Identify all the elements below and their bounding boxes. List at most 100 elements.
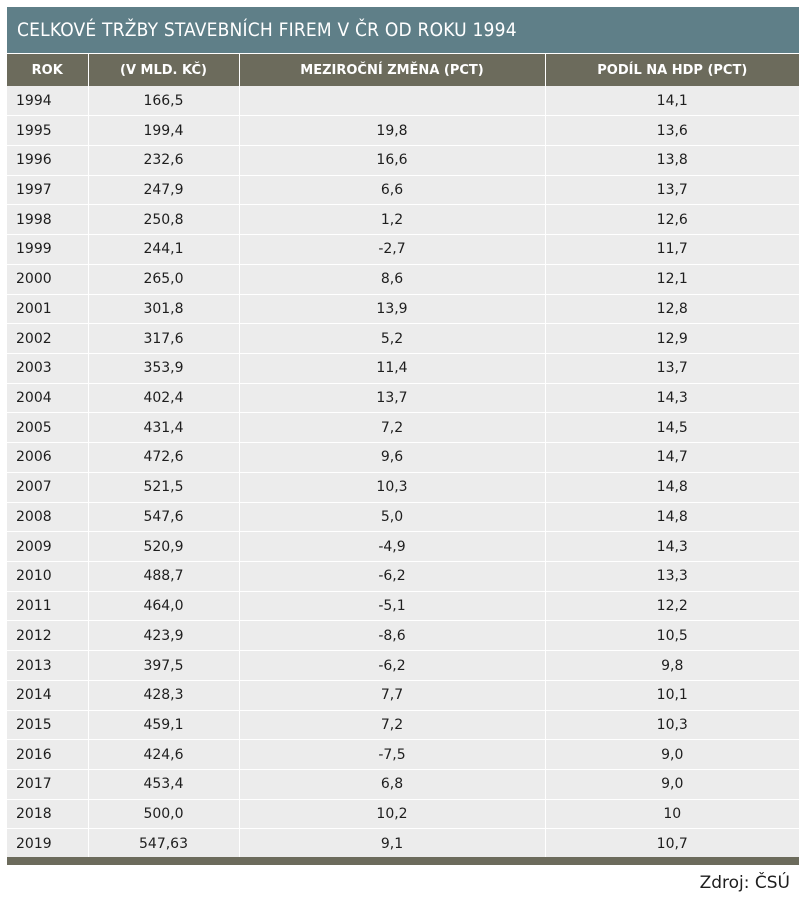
cell-sales: 397,5 (88, 650, 240, 681)
table-row: 1999 244,1 -2,7 11,7 (7, 234, 799, 265)
cell-sales: 232,6 (88, 145, 240, 176)
cell-gdp-share: 9,0 (545, 739, 799, 771)
cell-yoy-change: 19,8 (239, 115, 546, 146)
cell-year: 2018 (7, 799, 89, 830)
cell-sales: 402,4 (88, 383, 240, 414)
table-row: 2011 464,0 -5,1 12,2 (7, 591, 799, 622)
cell-year: 2015 (7, 710, 89, 741)
cell-sales: 500,0 (88, 799, 240, 830)
cell-gdp-share: 12,2 (545, 591, 799, 622)
cell-gdp-share: 10,3 (545, 710, 799, 741)
cell-sales: 521,5 (88, 472, 240, 503)
cell-gdp-share: 14,3 (545, 383, 799, 414)
cell-gdp-share: 9,8 (545, 650, 799, 681)
cell-sales: 464,0 (88, 591, 240, 622)
cell-gdp-share: 14,3 (545, 531, 799, 562)
cell-year: 1999 (7, 234, 89, 265)
table-row: 2013 397,5 -6,2 9,8 (7, 650, 799, 681)
cell-year: 1996 (7, 145, 89, 176)
sales-table: ROK (V MLD. KČ) MEZIROČNÍ ZMĚNA (PCT) PO… (7, 54, 799, 860)
cell-gdp-share: 14,1 (545, 86, 799, 117)
cell-sales: 547,63 (88, 828, 240, 860)
cell-gdp-share: 12,1 (545, 264, 799, 295)
table-row: 2018 500,0 10,2 10 (7, 799, 799, 830)
table-row: 2009 520,9 -4,9 14,3 (7, 531, 799, 562)
cell-sales: 353,9 (88, 353, 240, 384)
cell-gdp-share: 10,5 (545, 620, 799, 652)
cell-yoy-change: 13,9 (239, 294, 546, 325)
cell-year: 2014 (7, 680, 89, 711)
table-row: 2007 521,5 10,3 14,8 (7, 472, 799, 503)
cell-sales: 247,9 (88, 175, 240, 206)
table-row: 1998 250,8 1,2 12,6 (7, 204, 799, 236)
table-row: 2005 431,4 7,2 14,5 (7, 412, 799, 444)
cell-year: 1995 (7, 115, 89, 146)
cell-sales: 520,9 (88, 531, 240, 562)
table-row: 2014 428,3 7,7 10,1 (7, 680, 799, 711)
cell-yoy-change: 5,2 (239, 323, 546, 354)
cell-gdp-share: 13,6 (545, 115, 799, 146)
cell-year: 2004 (7, 383, 89, 414)
cell-year: 2007 (7, 472, 89, 503)
cell-gdp-share: 9,0 (545, 769, 799, 800)
cell-gdp-share: 13,8 (545, 145, 799, 176)
cell-yoy-change: 8,6 (239, 264, 546, 295)
cell-yoy-change: 9,1 (239, 828, 546, 860)
cell-gdp-share: 13,3 (545, 561, 799, 592)
cell-yoy-change (239, 86, 546, 117)
cell-yoy-change: 9,6 (239, 442, 546, 473)
cell-yoy-change: 6,8 (239, 769, 546, 800)
cell-gdp-share: 12,9 (545, 323, 799, 354)
cell-year: 2008 (7, 502, 89, 533)
cell-year: 2000 (7, 264, 89, 295)
cell-yoy-change: -2,7 (239, 234, 546, 265)
cell-yoy-change: -6,2 (239, 650, 546, 681)
cell-sales: 424,6 (88, 739, 240, 771)
cell-gdp-share: 14,5 (545, 412, 799, 444)
cell-sales: 472,6 (88, 442, 240, 473)
table-row: 1995 199,4 19,8 13,6 (7, 115, 799, 146)
cell-yoy-change: 10,3 (239, 472, 546, 503)
cell-year: 2019 (7, 828, 89, 860)
cell-sales: 453,4 (88, 769, 240, 800)
cell-yoy-change: 13,7 (239, 383, 546, 414)
cell-year: 2016 (7, 739, 89, 771)
table-row: 2004 402,4 13,7 14,3 (7, 383, 799, 414)
cell-year: 2005 (7, 412, 89, 444)
table-row: 2015 459,1 7,2 10,3 (7, 710, 799, 741)
cell-yoy-change: 7,7 (239, 680, 546, 711)
column-header-gdp-share: PODÍL NA HDP (PCT) (545, 54, 799, 86)
cell-year: 2017 (7, 769, 89, 800)
cell-sales: 547,6 (88, 502, 240, 533)
cell-sales: 428,3 (88, 680, 240, 711)
cell-sales: 423,9 (88, 620, 240, 652)
cell-gdp-share: 10,7 (545, 828, 799, 860)
table-row: 2000 265,0 8,6 12,1 (7, 264, 799, 295)
table-row: 2002 317,6 5,2 12,9 (7, 323, 799, 354)
cell-yoy-change: -4,9 (239, 531, 546, 562)
cell-year: 2006 (7, 442, 89, 473)
cell-yoy-change: -6,2 (239, 561, 546, 592)
cell-yoy-change: -8,6 (239, 620, 546, 652)
cell-year: 2001 (7, 294, 89, 325)
column-header-yoy-change: MEZIROČNÍ ZMĚNA (PCT) (239, 54, 546, 86)
cell-yoy-change: -5,1 (239, 591, 546, 622)
table-row: 2003 353,9 11,4 13,7 (7, 353, 799, 384)
table-row: 2008 547,6 5,0 14,8 (7, 502, 799, 533)
table-row: 2016 424,6 -7,5 9,0 (7, 739, 799, 771)
cell-year: 2011 (7, 591, 89, 622)
cell-sales: 431,4 (88, 412, 240, 444)
table-title: CELKOVÉ TRŽBY STAVEBNÍCH FIREM V ČR OD R… (17, 19, 517, 41)
cell-gdp-share: 10,1 (545, 680, 799, 711)
cell-year: 2002 (7, 323, 89, 354)
cell-gdp-share: 14,8 (545, 472, 799, 503)
cell-sales: 488,7 (88, 561, 240, 592)
column-header-sales: (V MLD. KČ) (88, 54, 240, 86)
cell-yoy-change: 7,2 (239, 710, 546, 741)
cell-gdp-share: 12,6 (545, 204, 799, 236)
cell-year: 2003 (7, 353, 89, 384)
cell-gdp-share: 14,7 (545, 442, 799, 473)
cell-year: 1998 (7, 204, 89, 236)
cell-gdp-share: 13,7 (545, 353, 799, 384)
table-row: 2012 423,9 -8,6 10,5 (7, 620, 799, 652)
